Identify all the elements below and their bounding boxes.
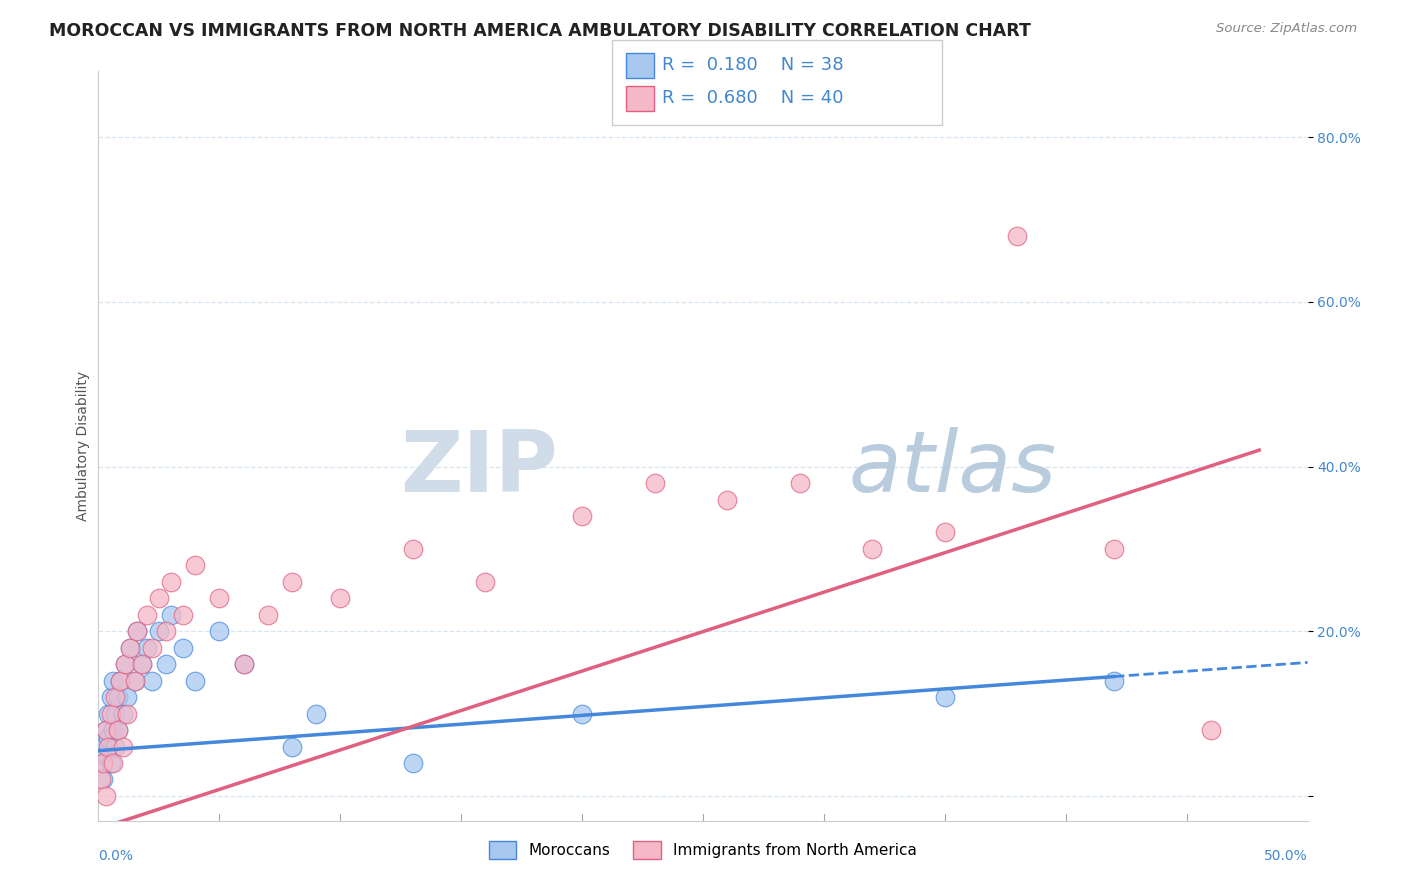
Point xyxy=(97,706,120,721)
Point xyxy=(402,756,425,770)
Point xyxy=(474,574,496,589)
Point xyxy=(104,739,127,754)
Point xyxy=(107,723,129,737)
Point xyxy=(114,657,136,672)
Point xyxy=(127,624,149,639)
Point xyxy=(232,657,254,672)
Point xyxy=(305,706,328,721)
Text: R =  0.680    N = 40: R = 0.680 N = 40 xyxy=(662,89,844,107)
Point xyxy=(789,476,811,491)
Point xyxy=(131,657,153,672)
Point xyxy=(184,673,207,688)
Text: 0.0%: 0.0% xyxy=(98,849,134,863)
Point xyxy=(100,690,122,705)
Point xyxy=(571,508,593,523)
Point xyxy=(91,772,114,787)
Point xyxy=(232,657,254,672)
Point xyxy=(97,731,120,746)
Point xyxy=(141,673,163,688)
Point xyxy=(148,624,170,639)
Point xyxy=(104,706,127,721)
Point xyxy=(208,624,231,639)
Point xyxy=(160,607,183,622)
Point xyxy=(108,673,131,688)
Text: ZIP: ZIP xyxy=(401,427,558,510)
Point xyxy=(97,739,120,754)
Point xyxy=(172,607,194,622)
Point xyxy=(91,739,114,754)
Point xyxy=(155,657,177,672)
Point xyxy=(135,640,157,655)
Point xyxy=(155,624,177,639)
Point xyxy=(90,772,112,787)
Text: 50.0%: 50.0% xyxy=(1264,849,1308,863)
Point xyxy=(107,723,129,737)
Point xyxy=(94,723,117,737)
Point xyxy=(100,706,122,721)
Point xyxy=(114,657,136,672)
Point xyxy=(118,640,141,655)
Point xyxy=(172,640,194,655)
Point xyxy=(1102,541,1125,556)
Point xyxy=(160,574,183,589)
Point xyxy=(111,706,134,721)
Point xyxy=(101,673,124,688)
Point xyxy=(141,640,163,655)
Point xyxy=(135,607,157,622)
Point xyxy=(104,690,127,705)
Point xyxy=(716,492,738,507)
Point xyxy=(281,574,304,589)
Point xyxy=(860,541,883,556)
Point xyxy=(124,673,146,688)
Point xyxy=(101,756,124,770)
Point xyxy=(91,756,114,770)
Point xyxy=(111,739,134,754)
Point xyxy=(402,541,425,556)
Point xyxy=(127,624,149,639)
Point xyxy=(94,723,117,737)
Text: R =  0.180    N = 38: R = 0.180 N = 38 xyxy=(662,56,844,74)
Point xyxy=(118,640,141,655)
Text: MOROCCAN VS IMMIGRANTS FROM NORTH AMERICA AMBULATORY DISABILITY CORRELATION CHAR: MOROCCAN VS IMMIGRANTS FROM NORTH AMERIC… xyxy=(49,22,1031,40)
Legend: Moroccans, Immigrants from North America: Moroccans, Immigrants from North America xyxy=(482,835,924,865)
Point xyxy=(124,673,146,688)
Point xyxy=(644,476,666,491)
Point xyxy=(1199,723,1222,737)
Text: atlas: atlas xyxy=(848,427,1056,510)
Point xyxy=(90,756,112,770)
Point xyxy=(117,706,139,721)
Point xyxy=(94,789,117,803)
Point xyxy=(329,591,352,606)
Y-axis label: Ambulatory Disability: Ambulatory Disability xyxy=(76,371,90,521)
Point xyxy=(94,747,117,762)
Point xyxy=(184,558,207,573)
Point xyxy=(131,657,153,672)
Point xyxy=(934,690,956,705)
Point xyxy=(117,690,139,705)
Point xyxy=(208,591,231,606)
Point xyxy=(256,607,278,622)
Point xyxy=(571,706,593,721)
Point xyxy=(107,690,129,705)
Point xyxy=(1007,229,1029,244)
Point xyxy=(281,739,304,754)
Point xyxy=(934,525,956,540)
Point xyxy=(101,723,124,737)
Point xyxy=(148,591,170,606)
Point xyxy=(100,756,122,770)
Point xyxy=(1102,673,1125,688)
Point xyxy=(108,673,131,688)
Text: Source: ZipAtlas.com: Source: ZipAtlas.com xyxy=(1216,22,1357,36)
